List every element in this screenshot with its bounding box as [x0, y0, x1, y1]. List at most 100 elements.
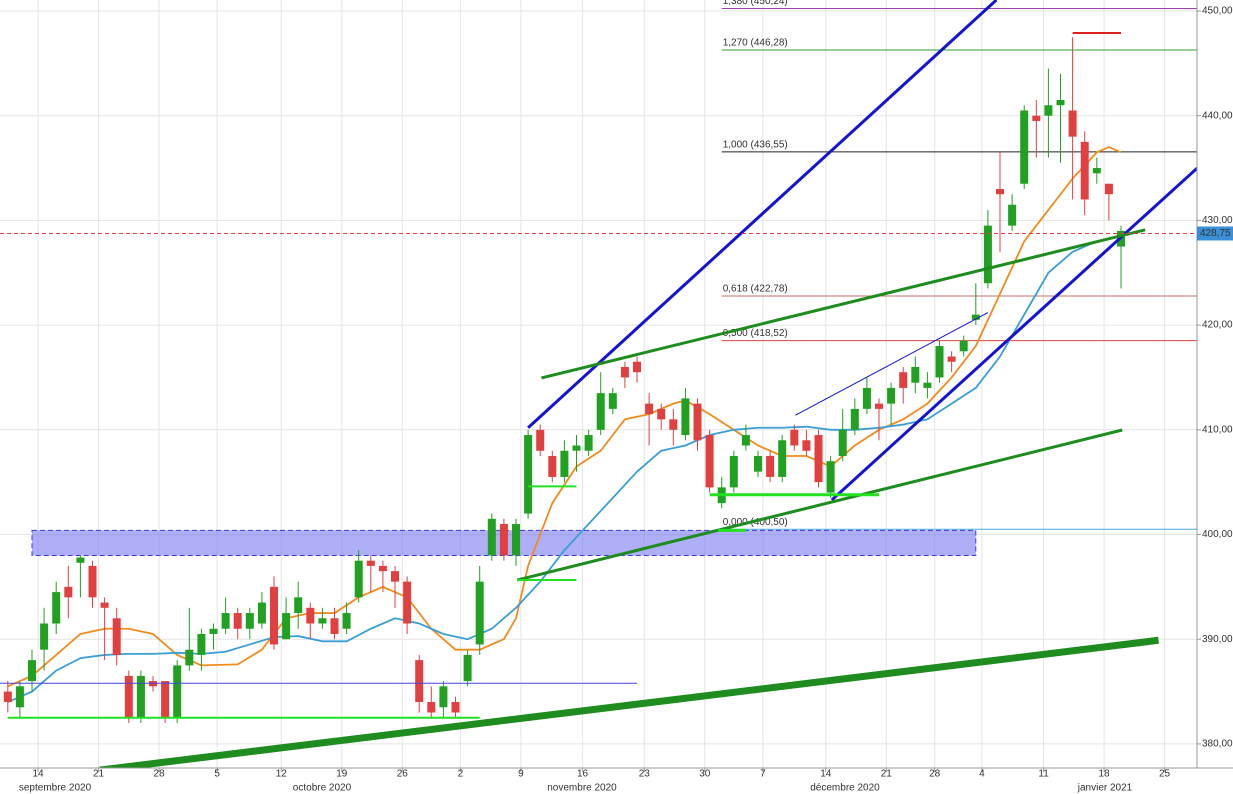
x-tick-label: 11	[1038, 769, 1049, 780]
candle-body	[850, 408, 859, 430]
y-tick-label: 450,00	[1202, 6, 1233, 17]
candle-body	[959, 340, 968, 352]
trendline	[541, 228, 1146, 380]
candle-body	[306, 607, 315, 624]
candle-body	[100, 602, 109, 608]
candle-body	[524, 435, 533, 514]
x-tick-label: 5	[214, 769, 220, 780]
x-tick-label: 18	[1099, 769, 1111, 780]
candle-body	[754, 455, 763, 472]
fib-label: 1,000 (436,55)	[723, 139, 788, 150]
candle-body	[633, 361, 642, 373]
y-tick-label: 400,00	[1202, 529, 1233, 540]
candle-body	[729, 455, 738, 488]
y-tick-label: 380,00	[1202, 739, 1233, 750]
fib-label: 0,500 (418,52)	[723, 328, 788, 339]
candle-body	[983, 225, 992, 284]
candle-body	[766, 455, 775, 477]
candle-body	[778, 440, 787, 477]
candle-body	[391, 571, 400, 582]
candle-body	[463, 654, 472, 682]
candle-body	[572, 445, 581, 451]
month-label: décembre 2020	[810, 783, 880, 794]
candle-body	[257, 602, 266, 624]
candle-body	[185, 649, 194, 666]
candle-body	[161, 681, 170, 718]
candle-body	[330, 618, 339, 634]
candle-body	[76, 557, 85, 563]
x-tick-label: 26	[397, 769, 409, 780]
x-tick-label: 21	[881, 769, 893, 780]
candle-body	[862, 387, 871, 409]
candle-body	[342, 613, 351, 629]
candle-body	[112, 618, 121, 655]
candle-body	[802, 440, 811, 451]
month-label: octobre 2020	[293, 783, 352, 794]
candle-body	[560, 450, 569, 477]
y-tick-label: 430,00	[1202, 215, 1233, 226]
candle-body	[173, 665, 182, 718]
candle-body	[294, 597, 303, 614]
x-tick-label: 7	[760, 769, 766, 780]
candle-body	[935, 346, 944, 378]
candle-body	[245, 613, 254, 629]
candle-body	[233, 613, 242, 629]
x-tick-label: 14	[820, 769, 832, 780]
candle-body	[1056, 99, 1065, 106]
trendline	[527, 0, 998, 429]
candle-body	[512, 524, 521, 556]
last-price-label: 428,75	[1200, 228, 1231, 239]
x-tick-label: 28	[929, 769, 941, 780]
candle-body	[499, 524, 508, 556]
month-label: septembre 2020	[19, 783, 92, 794]
candle-body	[1092, 168, 1101, 174]
candle-body	[354, 560, 363, 598]
x-tick-label: 19	[336, 769, 348, 780]
y-tick-label: 420,00	[1202, 320, 1233, 331]
candle-body	[270, 586, 279, 645]
candle-body	[1104, 183, 1113, 195]
x-tick-label: 14	[32, 769, 44, 780]
candle-body	[282, 613, 291, 640]
month-label: janvier 2021	[1077, 783, 1133, 794]
trendline	[516, 428, 1123, 582]
candle-body	[88, 565, 97, 598]
moving-average	[7, 235, 1122, 703]
y-tick-label: 390,00	[1202, 634, 1233, 645]
candle-body	[3, 691, 12, 703]
candle-body	[971, 314, 980, 320]
candle-body	[899, 372, 908, 388]
candle-body	[996, 188, 1005, 195]
candle-body	[451, 702, 460, 713]
trendline	[830, 166, 1197, 502]
x-tick-label: 12	[276, 769, 288, 780]
trendline	[795, 312, 989, 416]
candle-body	[620, 366, 629, 378]
candle-body	[887, 387, 896, 404]
candle-body	[403, 581, 412, 624]
trendline	[99, 636, 1159, 768]
plot-area: 1,380 (450,24) 1,270 (446,28) 1,000 (436,5…	[0, 0, 1197, 768]
candle-body	[1044, 105, 1053, 116]
candle-body	[149, 681, 158, 687]
candle-body	[548, 455, 557, 477]
candle-body	[366, 560, 375, 566]
x-tick-label: 9	[518, 769, 524, 780]
candle-body	[681, 398, 690, 436]
candle-body	[705, 435, 714, 488]
candle-body	[923, 382, 932, 388]
candle-body	[596, 393, 605, 430]
fib-label: 0,618 (422,78)	[723, 284, 788, 295]
candle-body	[439, 686, 448, 708]
x-tick-label: 30	[699, 769, 711, 780]
x-tick-label: 28	[153, 769, 165, 780]
candle-body	[64, 586, 73, 598]
candle-body	[741, 435, 750, 446]
fib-label: 1,270 (446,28)	[723, 38, 788, 49]
candle-body	[415, 660, 424, 703]
candle-body	[28, 660, 37, 682]
candle-body	[1080, 141, 1089, 200]
candle-body	[790, 429, 799, 446]
